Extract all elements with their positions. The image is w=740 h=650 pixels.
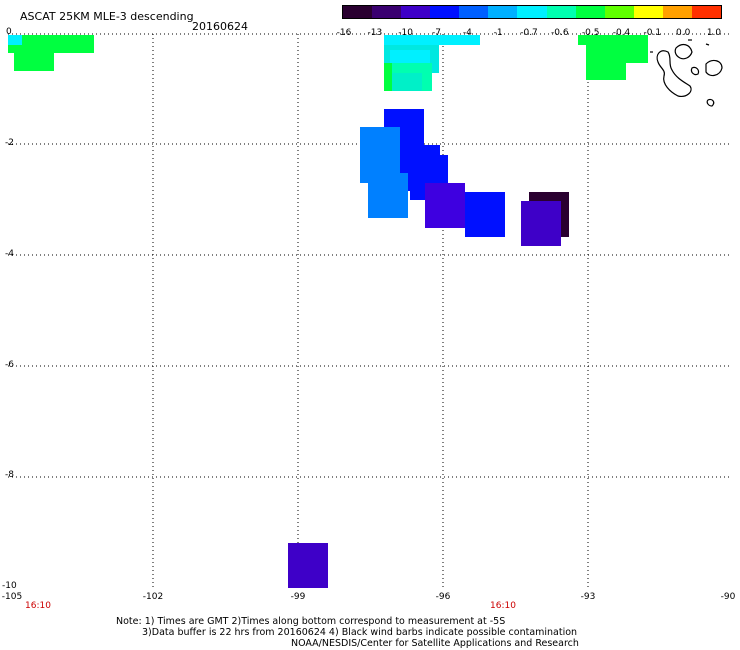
time-label: 16:10	[25, 601, 51, 611]
colorbar-label: -4	[462, 28, 472, 38]
map-date: 20160624	[192, 20, 248, 33]
note-line-2: 3)Data buffer is 22 hrs from 20160624 4)…	[142, 627, 578, 638]
coastline	[650, 39, 723, 107]
colorbar-label: -0.5	[581, 28, 600, 38]
lon-label: -105	[1, 592, 23, 602]
colorbar-label: -7	[432, 28, 441, 38]
data-cell	[465, 192, 505, 237]
lat-label: -4	[5, 249, 14, 259]
colorbar-label: -13	[367, 28, 383, 38]
data-cell	[578, 35, 648, 45]
colorbar-swatch	[662, 6, 692, 18]
time-label: 16:10	[490, 601, 516, 611]
colorbar-label: 1.0	[706, 28, 722, 38]
colorbar-swatch	[488, 6, 518, 18]
lon-label: -96	[435, 592, 451, 602]
colorbar-label: -0.7	[520, 28, 538, 38]
colorbar-swatch	[459, 6, 489, 18]
lat-label: -6	[5, 360, 14, 370]
colorbar-swatch	[546, 6, 576, 18]
data-cell	[521, 201, 561, 246]
data-cell	[586, 45, 648, 63]
colorbar-label: -0.1	[643, 28, 662, 38]
colorbar-swatch	[430, 6, 460, 18]
colorbar	[342, 5, 722, 19]
colorbar-swatch	[691, 6, 722, 18]
colorbar-swatch	[517, 6, 547, 18]
colorbar-label: 0.0	[675, 28, 691, 38]
graticule	[8, 33, 732, 588]
data-cell	[8, 35, 22, 45]
lat-label: -10	[2, 581, 17, 591]
colorbar-label: -0.6	[551, 28, 569, 38]
lon-label: -93	[580, 592, 596, 602]
colorbar-swatch	[575, 6, 605, 18]
data-cell	[288, 543, 328, 588]
lat-label: -2	[5, 138, 14, 148]
data-cell	[392, 73, 422, 91]
colorbar-label: -10	[398, 28, 414, 38]
colorbar-swatch	[372, 6, 402, 18]
lon-label: -90	[720, 592, 736, 602]
data-cell	[14, 53, 54, 71]
map-title: ASCAT 25KM MLE-3 descending	[20, 10, 194, 23]
colorbar-label: -0.4	[612, 28, 631, 38]
colorbar-label: -16	[336, 28, 352, 38]
note-line-3: NOAA/NESDIS/Center for Satellite Applica…	[291, 638, 579, 649]
wind-cells	[8, 35, 648, 588]
colorbar-swatch	[604, 6, 634, 18]
lat-label: -8	[5, 470, 14, 480]
colorbar-label: -1	[493, 28, 503, 38]
data-cell	[384, 63, 392, 91]
colorbar-swatch	[401, 6, 431, 18]
colorbar-swatch	[343, 6, 373, 18]
data-cell	[425, 183, 465, 228]
lat-label: 0	[6, 27, 12, 37]
lon-label: -99	[290, 592, 306, 602]
data-cell	[8, 35, 94, 53]
data-cell	[586, 63, 626, 80]
data-cell	[368, 173, 408, 218]
lon-label: -102	[142, 592, 164, 602]
note-line-1: Note: 1) Times are GMT 2)Times along bot…	[116, 616, 506, 627]
data-cell	[384, 35, 480, 45]
colorbar-swatch	[633, 6, 663, 18]
